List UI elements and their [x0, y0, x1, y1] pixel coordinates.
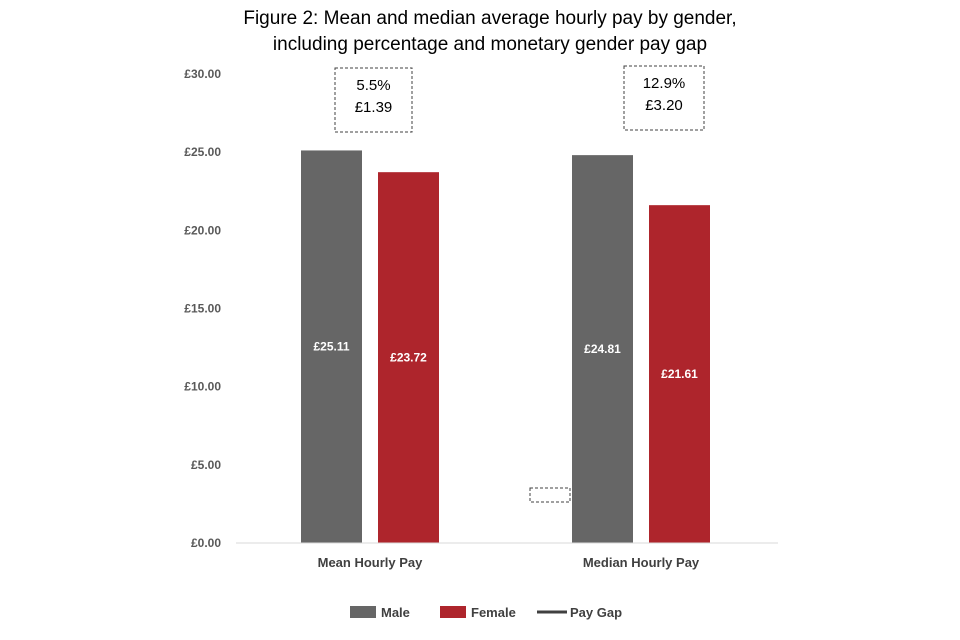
pay-gap-amount: £3.20 [645, 97, 683, 114]
x-axis: Mean Hourly Pay Median Hourly Pay [236, 542, 778, 570]
bar-data-label: £23.72 [390, 351, 427, 365]
bar-male-median [572, 155, 633, 543]
bars-group: £25.11 £23.72 £24.81 £21.61 [301, 150, 710, 543]
chart-title-line-1: Figure 2: Mean and median average hourly… [243, 8, 736, 29]
y-tick-label: £5.00 [191, 458, 221, 472]
bar-data-label: £21.61 [661, 367, 698, 381]
y-tick-label: £25.00 [184, 145, 221, 159]
y-tick-label: £0.00 [191, 536, 221, 550]
y-tick-label: £30.00 [184, 67, 221, 81]
bar-data-label: £24.81 [584, 342, 621, 356]
chart-title-line-2: including percentage and monetary gender… [273, 34, 707, 55]
legend-swatch-male [350, 606, 376, 618]
x-category-label: Mean Hourly Pay [318, 555, 424, 570]
y-tick-label: £10.00 [184, 380, 221, 394]
bar-data-label: £25.11 [313, 340, 349, 354]
bar-male-mean [301, 150, 362, 543]
pay-gap-percent: 5.5% [356, 77, 390, 94]
pay-gap-box [623, 65, 705, 131]
y-tick-label: £20.00 [184, 223, 221, 237]
legend: Male Female Pay Gap [350, 605, 622, 620]
legend-swatch-female [440, 606, 466, 618]
legend-label: Male [381, 605, 410, 620]
legend-label: Female [471, 605, 516, 620]
y-tick-label: £15.00 [184, 302, 221, 316]
pay-gap-amount: £1.39 [355, 99, 393, 116]
bar-female-median [649, 205, 710, 543]
pay-gap-percent: 12.9% [643, 75, 686, 92]
pay-gap-box [334, 67, 413, 133]
pay-gap-annotations: 5.5% £1.39 12.9% £3.20 [334, 65, 705, 503]
legend-label: Pay Gap [570, 605, 622, 620]
y-axis: £0.00 £5.00 £10.00 £15.00 £20.00 £25.00 £30.00 [184, 67, 221, 550]
x-category-label: Median Hourly Pay [583, 555, 700, 570]
bar-female-mean [378, 172, 439, 543]
pay-gap-placeholder-box [529, 487, 571, 503]
